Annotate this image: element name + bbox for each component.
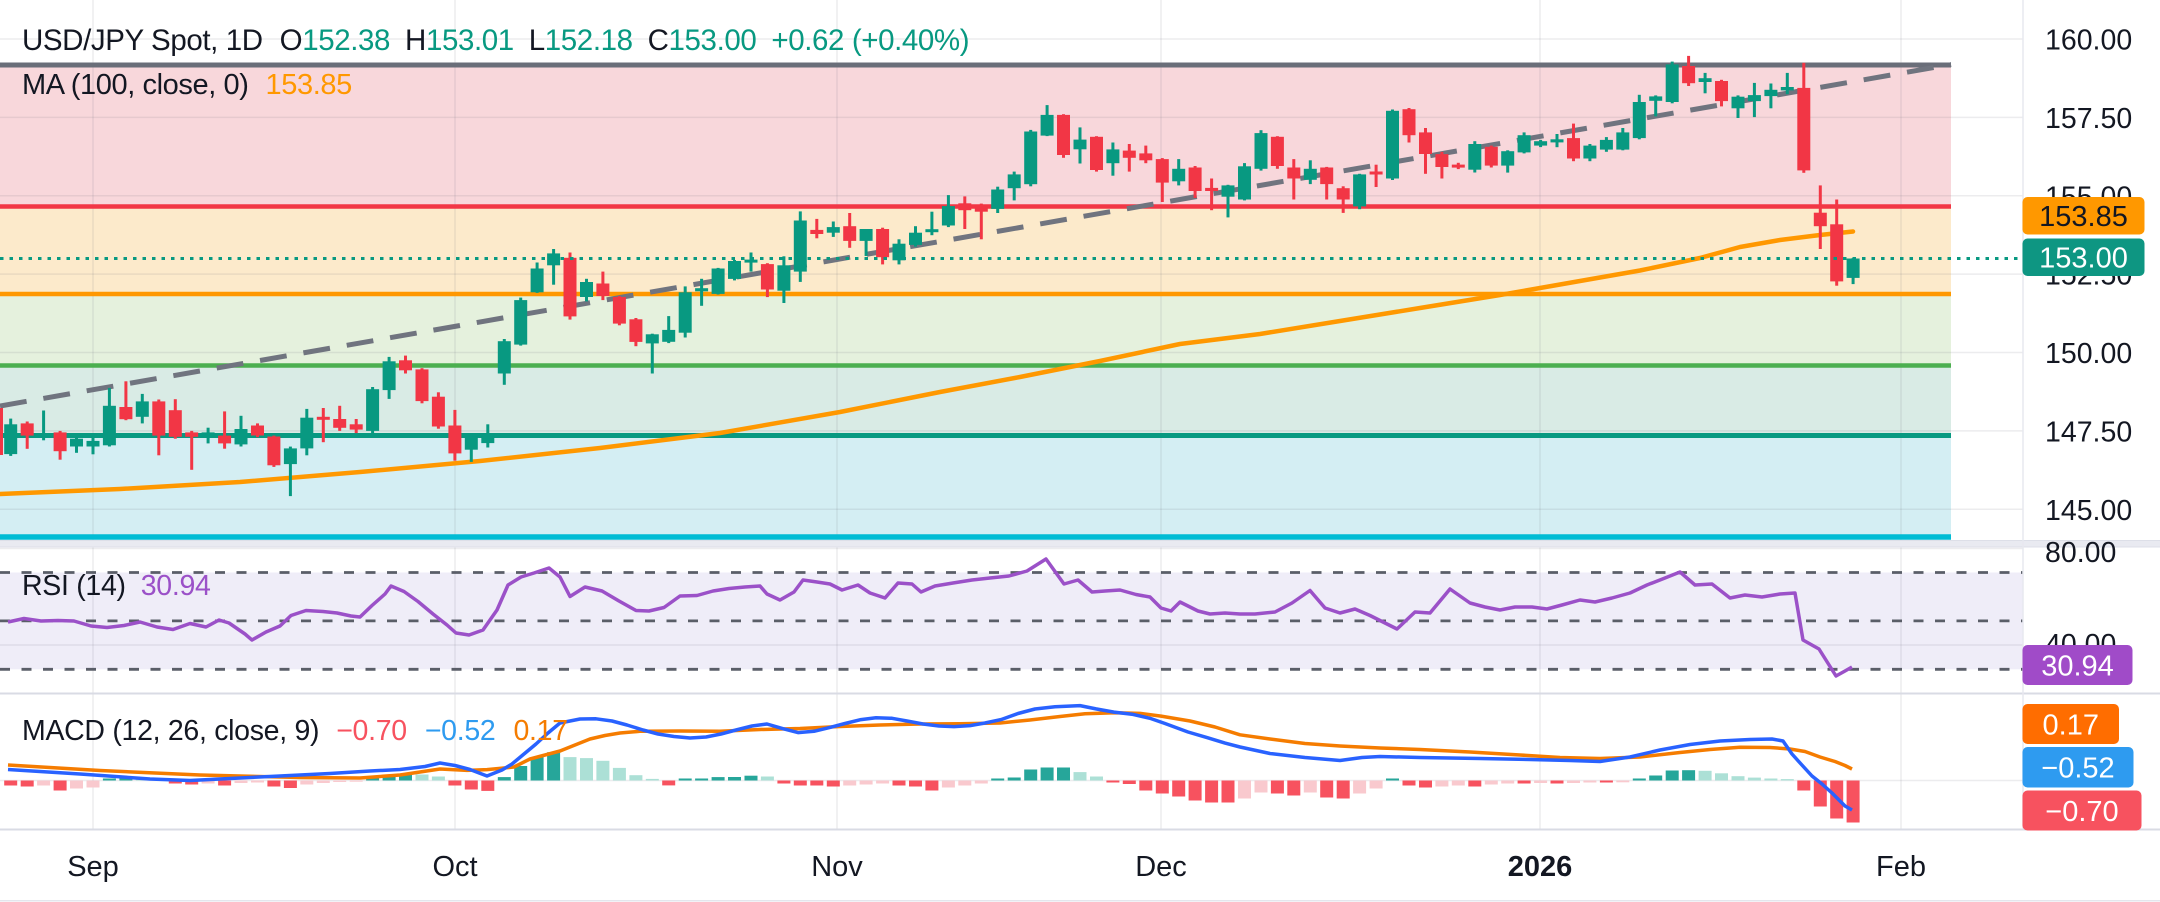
svg-text:145.00: 145.00 (2045, 495, 2132, 527)
svg-text:160.00: 160.00 (2045, 25, 2132, 57)
svg-text:Nov: Nov (811, 851, 863, 883)
svg-text:MA (100, close, 0)153.85: MA (100, close, 0) 153.85 (22, 69, 352, 101)
svg-text:80.00: 80.00 (2045, 537, 2116, 569)
svg-text:157.50: 157.50 (2045, 103, 2132, 135)
svg-text:30.94: 30.94 (2041, 650, 2114, 682)
svg-text:147.50: 147.50 (2045, 416, 2132, 448)
svg-text:Dec: Dec (1135, 851, 1187, 883)
svg-text:150.00: 150.00 (2045, 338, 2132, 370)
svg-text:0.17: 0.17 (2043, 709, 2099, 741)
svg-text:−0.52: −0.52 (2041, 753, 2114, 785)
svg-text:−0.70: −0.70 (2045, 796, 2118, 828)
svg-text:Feb: Feb (1876, 851, 1926, 883)
svg-text:MACD (12, 26, close, 9)−0.70−0: MACD (12, 26, close, 9) −0.70 −0.52 0.17 (22, 715, 568, 747)
svg-text:153.85: 153.85 (2039, 201, 2128, 233)
svg-text:Sep: Sep (67, 851, 119, 883)
svg-text:Oct: Oct (432, 851, 477, 883)
svg-text:153.00: 153.00 (2039, 243, 2128, 275)
svg-text:RSI (14)30.94: RSI (14) 30.94 (22, 570, 211, 602)
svg-text:2026: 2026 (1508, 851, 1573, 883)
